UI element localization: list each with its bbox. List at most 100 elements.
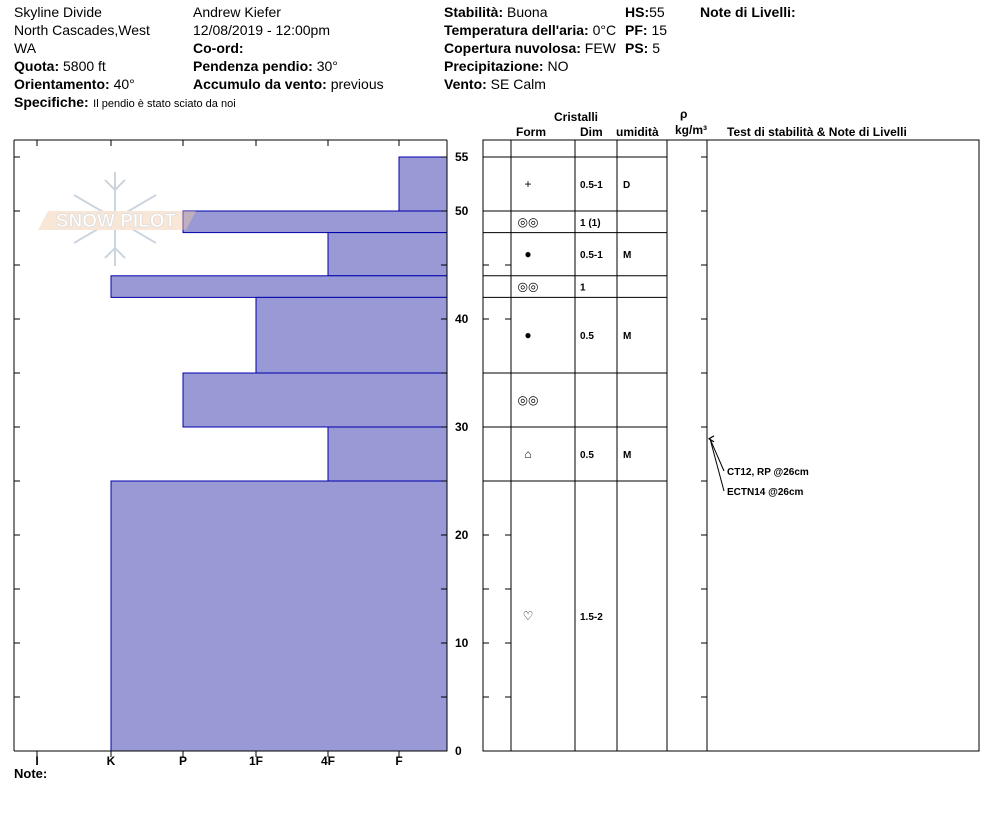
hs: HS:55	[625, 4, 665, 20]
y-tick-label: 0	[455, 744, 462, 758]
tests-header: Test di stabilità & Note di Livelli	[727, 125, 907, 139]
snow-pilot-logo: SNOW PILOT	[38, 172, 196, 266]
hardness-bar	[327, 426, 448, 482]
aspect-value: 40°	[113, 76, 135, 92]
wind-value: SE Calm	[490, 76, 546, 92]
precip-value: NO	[547, 58, 569, 74]
air-temp: Temperatura dell'aria: 0°C	[444, 22, 616, 38]
crystal-humidity: D	[623, 180, 630, 191]
hardness-label: F	[395, 754, 402, 768]
y-tick-label: 30	[455, 420, 469, 434]
pf: PF: 15	[625, 22, 667, 38]
y-tick-label: 50	[455, 204, 469, 218]
hardness-bar	[327, 232, 448, 277]
ps: PS: 5	[625, 40, 660, 56]
elevation-value: 5800 ft	[63, 58, 106, 74]
wind-label: Vento:	[444, 76, 487, 92]
rho-header: ρ	[680, 107, 688, 121]
elevation-label: Quota:	[14, 58, 60, 74]
crystal-form-symbol: ⌂	[524, 447, 531, 461]
crystal-dim: 0.5	[580, 331, 594, 342]
observer: Andrew Kiefer	[193, 4, 281, 20]
crystal-dim: 0.5	[580, 450, 594, 461]
crystal-form-symbol: ♡	[523, 609, 534, 623]
hs-value: 55	[649, 4, 665, 20]
slope: Pendenza pendio: 30°	[193, 58, 338, 74]
elevation: Quota: 5800 ft	[14, 58, 106, 74]
specifics: Specifiche: Il pendio è stato sciato da …	[14, 94, 236, 112]
location-name: Skyline Divide	[14, 4, 102, 20]
y-tick-label: 20	[455, 528, 469, 542]
pf-label: PF:	[625, 22, 648, 38]
svg-text:SNOW PILOT: SNOW PILOT	[56, 211, 177, 232]
wind-load: Accumulo da vento: previous	[193, 76, 384, 92]
crystal-dim: 0.5-1	[580, 250, 603, 261]
layer-notes-label: Note di Livelli:	[700, 4, 796, 20]
hardness-bar	[182, 372, 448, 428]
y-tick-label: 55	[455, 150, 469, 164]
slope-value: 30°	[316, 58, 338, 74]
aspect-label: Orientamento:	[14, 76, 110, 92]
region-line1: North Cascades,West	[14, 22, 150, 38]
region-line2: WA	[14, 40, 37, 56]
crystal-dim: 0.5-1	[580, 180, 603, 191]
crystal-form-symbol: +	[524, 177, 531, 191]
slope-label: Pendenza pendio:	[193, 58, 313, 74]
hardness-label: P	[179, 754, 187, 768]
cloud-label: Copertura nuvolosa:	[444, 40, 581, 56]
hardness-label: K	[107, 754, 116, 768]
y-tick-label: 40	[455, 312, 469, 326]
hardness-label: 1F	[249, 754, 263, 768]
crystal-form-symbol: ◎◎	[518, 280, 539, 294]
wind: Vento: SE Calm	[444, 76, 546, 92]
crystals-header: Cristalli	[554, 110, 599, 124]
crystal-humidity: M	[623, 450, 631, 461]
crystal-humidity: M	[623, 250, 631, 261]
precip-label: Precipitazione:	[444, 58, 544, 74]
crystal-form-symbol: ◎◎	[518, 215, 539, 229]
wind-load-value: previous	[330, 76, 384, 92]
crystal-dim: 1.5-2	[580, 612, 603, 623]
hardness-bar	[255, 296, 448, 374]
crystal-humidity: M	[623, 331, 631, 342]
y-tick-label: 10	[455, 636, 469, 650]
crystal-form-symbol: ◎◎	[518, 393, 539, 407]
cloud-cover: Copertura nuvolosa: FEW	[444, 40, 616, 56]
form-header: Form	[516, 125, 546, 139]
datetime: 12/08/2019 - 12:00pm	[193, 22, 330, 38]
hardness-label: 4F	[321, 754, 335, 768]
coord-label: Co-ord:	[193, 40, 244, 56]
precipitation: Precipitazione: NO	[444, 58, 568, 74]
hardness-bar	[182, 210, 448, 234]
air-temp-label: Temperatura dell'aria:	[444, 22, 589, 38]
hs-label: HS:	[625, 4, 650, 20]
ps-value: 5	[652, 40, 661, 56]
aspect: Orientamento: 40°	[14, 76, 135, 92]
hardness-bar	[110, 480, 448, 752]
hardness-bar	[110, 275, 448, 298]
test-arrowhead	[708, 435, 715, 443]
pf-value: 15	[651, 22, 668, 38]
humidity-header: umidità	[616, 125, 659, 139]
crystal-dim: 1 (1)	[580, 218, 601, 229]
ps-label: PS:	[625, 40, 649, 56]
crystal-form-symbol: ●	[524, 247, 531, 261]
stability: Stabilità: Buona	[444, 4, 548, 20]
air-temp-value: 0°C	[592, 22, 617, 38]
test-pointer	[709, 438, 725, 492]
test-pointer	[709, 438, 725, 472]
stability-label: Stabilità:	[444, 4, 504, 20]
dim-header: Dim	[580, 125, 603, 139]
specifics-value: Il pendio è stato sciato da noi	[93, 98, 236, 110]
stability-value: Buona	[507, 4, 548, 20]
note-label: Note:	[14, 766, 48, 781]
stability-test: ECTN14 @26cm	[727, 487, 804, 498]
specifics-label: Specifiche:	[14, 94, 89, 110]
crystal-dim: 1	[580, 283, 586, 294]
hardness-label: I	[35, 754, 38, 768]
cloud-value: FEW	[584, 40, 616, 56]
density-unit-header: kg/m³	[675, 123, 708, 137]
crystal-form-symbol: ●	[524, 328, 531, 342]
wind-load-label: Accumulo da vento:	[193, 76, 327, 92]
